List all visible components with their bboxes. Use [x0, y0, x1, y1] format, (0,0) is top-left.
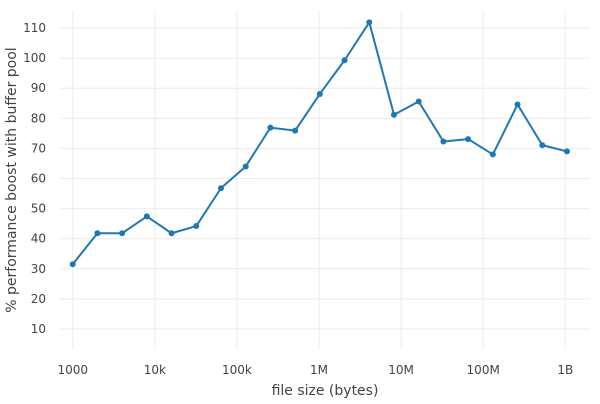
data-point: [69, 261, 76, 268]
y-tick-label: 90: [31, 81, 46, 95]
x-tick-label: 100k: [222, 363, 252, 377]
x-tick-label: 100M: [467, 363, 500, 377]
data-point: [119, 230, 126, 237]
data-point: [193, 223, 200, 230]
y-tick-label: 110: [23, 21, 46, 35]
data-point: [292, 127, 299, 134]
grid: [60, 10, 590, 350]
y-tick-label: 10: [31, 322, 46, 336]
series-layer: [69, 19, 570, 268]
data-point: [316, 90, 323, 97]
y-tick-label: 20: [31, 292, 46, 306]
y-tick-label: 80: [31, 111, 46, 125]
x-tick-label: 10M: [388, 363, 414, 377]
data-point: [168, 230, 175, 237]
data-point: [217, 185, 224, 192]
data-point: [94, 230, 101, 237]
x-tick-label: 10k: [144, 363, 166, 377]
y-tick-label: 70: [31, 141, 46, 155]
y-tick-label: 100: [23, 51, 46, 65]
data-point: [242, 163, 249, 170]
data-point: [267, 124, 274, 131]
y-axis-title: % performance boost with buffer pool: [4, 47, 20, 312]
data-point: [440, 138, 447, 145]
y-tick-label: 60: [31, 171, 46, 185]
y-tick-label: 50: [31, 202, 46, 216]
x-tick-label: 1000: [57, 363, 88, 377]
data-point: [341, 57, 348, 64]
data-point: [465, 136, 472, 143]
data-point: [489, 151, 496, 158]
data-point: [563, 148, 570, 155]
x-tick-label: 1M: [310, 363, 328, 377]
data-point: [366, 19, 373, 26]
data-point: [415, 98, 422, 105]
data-point: [539, 142, 546, 149]
tick-labels: 1000 10k 100k 1M 10M 100M 1B 10 20 30 40 50 60 70 80 90…: [23, 21, 573, 377]
data-point: [514, 101, 521, 108]
x-tick-label: 1B: [557, 363, 573, 377]
data-point: [143, 213, 150, 220]
y-tick-label: 30: [31, 262, 46, 276]
x-axis-title: file size (bytes): [272, 383, 379, 399]
y-tick-label: 40: [31, 232, 46, 246]
data-point: [390, 111, 397, 118]
